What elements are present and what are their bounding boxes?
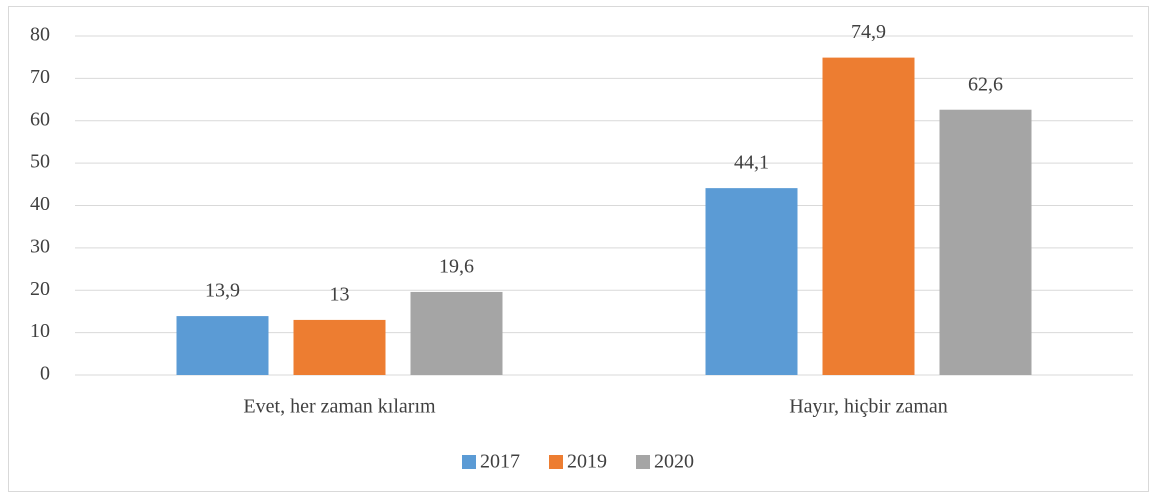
x-tick-label: Hayır, hiçbir zaman [789, 396, 948, 418]
y-tick-label: 60 [30, 108, 50, 130]
data-label: 62,6 [968, 73, 1003, 95]
bar [705, 188, 798, 375]
legend-swatch [462, 455, 476, 469]
legend-swatch [636, 455, 650, 469]
legend-label: 2020 [654, 451, 694, 473]
chart-border [8, 6, 1149, 492]
bar [176, 316, 269, 375]
y-tick-label: 0 [40, 363, 50, 385]
legend-label: 2017 [480, 451, 520, 473]
y-tick-label: 20 [30, 278, 50, 300]
bar [822, 57, 915, 376]
data-label: 74,9 [851, 21, 886, 43]
bar [939, 109, 1032, 376]
legend-swatch [549, 455, 563, 469]
legend-label: 2019 [567, 451, 607, 473]
y-tick-label: 30 [30, 235, 50, 257]
data-label: 13 [330, 284, 350, 306]
y-tick-label: 70 [30, 66, 50, 88]
y-tick-label: 50 [30, 151, 50, 173]
data-label: 44,1 [734, 152, 769, 174]
y-tick-label: 80 [30, 24, 50, 46]
data-label: 13,9 [205, 280, 240, 302]
y-tick-label: 10 [30, 320, 50, 342]
bar [410, 291, 503, 375]
x-tick-label: Evet, her zaman kılarım [243, 396, 436, 418]
bar [293, 319, 386, 375]
y-tick-label: 40 [30, 193, 50, 215]
data-label: 19,6 [439, 256, 474, 278]
